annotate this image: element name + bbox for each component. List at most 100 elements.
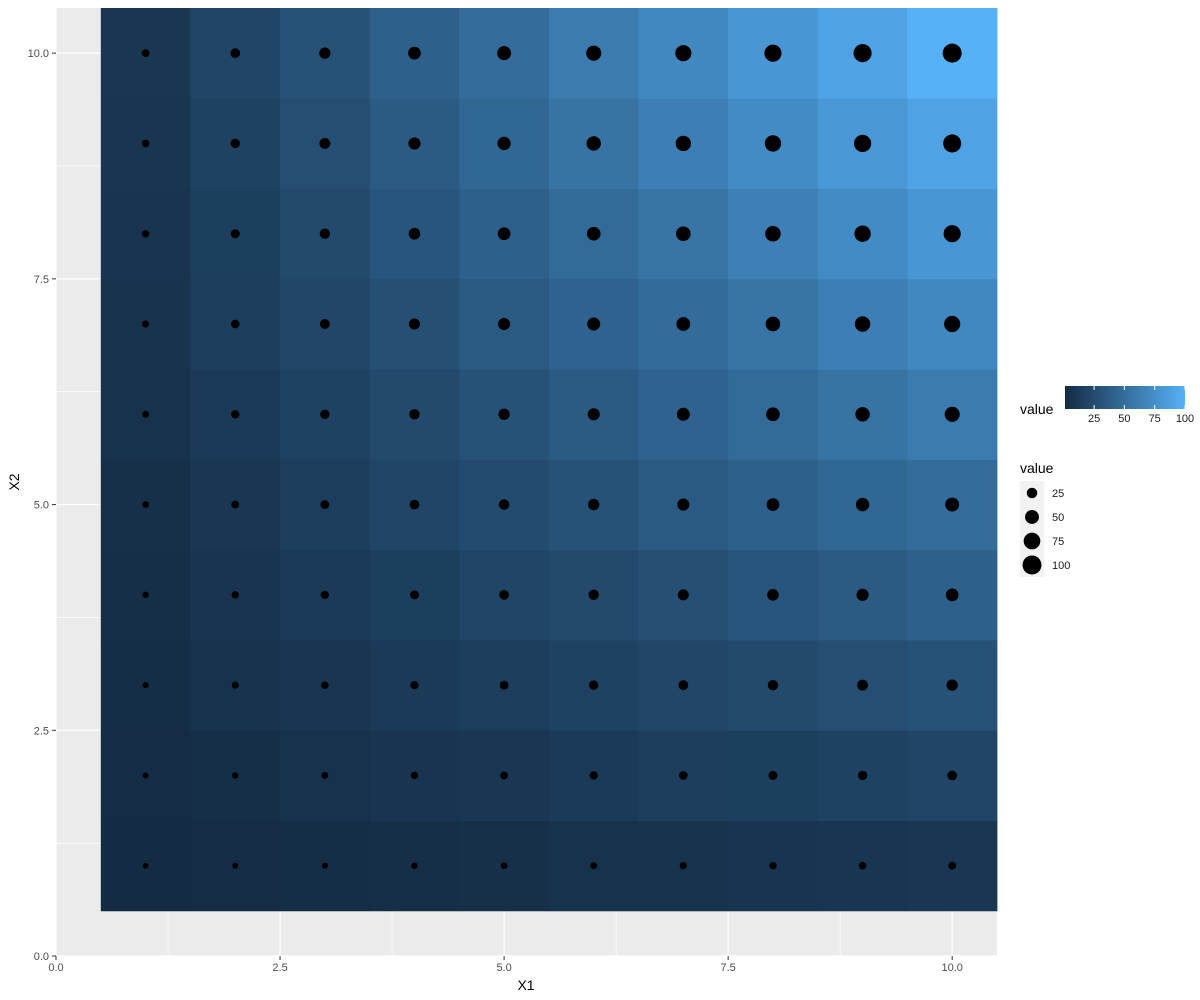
x-tick-label: 5.0 — [496, 962, 511, 974]
size-point — [948, 861, 957, 870]
size-point — [319, 137, 331, 149]
size-point — [853, 134, 872, 153]
size-legend-key-point — [1023, 532, 1041, 550]
size-point — [409, 409, 420, 420]
size-point — [142, 862, 149, 869]
size-point — [319, 47, 331, 59]
colorbar-tick-label: 100 — [1176, 413, 1194, 425]
size-point — [767, 589, 779, 601]
y-axis: 0.0 2.5 5.0 7.5 10.0 — [28, 48, 56, 963]
size-point — [230, 319, 240, 329]
y-tick-label: 0.0 — [34, 951, 49, 963]
size-point — [766, 498, 780, 511]
size-point — [142, 591, 149, 599]
size-point — [944, 406, 960, 422]
size-point — [142, 772, 149, 779]
size-legend-key-label: 25 — [1052, 488, 1064, 500]
size-point — [411, 862, 418, 869]
size-point — [230, 48, 241, 59]
size-point — [497, 227, 511, 241]
size-point — [676, 407, 690, 421]
size-point — [675, 45, 692, 62]
size-point — [857, 770, 868, 781]
size-point — [141, 49, 150, 58]
y-tick-label: 2.5 — [34, 725, 49, 737]
size-point — [764, 44, 782, 62]
x-tick-label: 0.0 — [48, 962, 63, 974]
size-point — [945, 588, 959, 602]
size-legend-keys: 25 50 75 100 — [1020, 481, 1070, 577]
size-legend-key-label: 100 — [1052, 560, 1070, 572]
size-point — [320, 590, 329, 599]
size-point — [497, 136, 511, 151]
size-point — [230, 229, 240, 239]
size-point — [498, 317, 511, 331]
size-point — [498, 408, 510, 420]
fill-legend: value 25 50 75 100 — [1020, 386, 1194, 425]
colorbar-tick-label: 75 — [1149, 413, 1161, 425]
size-point — [500, 771, 509, 780]
size-point — [676, 226, 691, 242]
size-legend-key-point — [1025, 510, 1039, 524]
size-point — [408, 137, 421, 150]
fill-legend-title: value — [1020, 401, 1054, 417]
size-point — [679, 862, 687, 870]
size-point — [586, 45, 602, 61]
size-point — [408, 318, 420, 330]
size-legend-key-point — [1022, 555, 1042, 575]
fill-legend-ticks: 25 50 75 100 — [1088, 386, 1194, 425]
size-point — [231, 591, 239, 599]
x-axis: 0.0 2.5 5.0 7.5 10.0 — [48, 956, 963, 974]
size-point — [497, 46, 512, 61]
y-tick-label: 10.0 — [28, 48, 49, 60]
size-point — [588, 498, 600, 511]
size-point — [410, 681, 419, 690]
size-point — [589, 680, 599, 690]
size-point — [942, 43, 962, 63]
size-legend-key-label: 50 — [1052, 512, 1064, 524]
size-point — [677, 589, 689, 601]
size-legend-title: value — [1020, 460, 1054, 476]
size-point — [943, 225, 961, 243]
size-point — [499, 589, 509, 600]
size-point — [769, 862, 777, 870]
x-tick-label: 7.5 — [720, 962, 735, 974]
size-point — [588, 589, 599, 601]
size-point — [142, 410, 150, 418]
size-point — [230, 138, 240, 149]
size-point — [943, 134, 962, 153]
size-point — [319, 228, 331, 239]
size-point — [410, 771, 419, 780]
size-point — [586, 226, 601, 241]
size-point — [142, 320, 150, 328]
size-point — [676, 317, 691, 331]
size-point — [855, 407, 870, 422]
size-point — [858, 861, 867, 870]
size-point — [409, 499, 420, 510]
size-points — [141, 43, 962, 870]
x-tick-label: 2.5 — [272, 962, 287, 974]
size-point — [765, 316, 781, 332]
size-point — [854, 225, 871, 242]
colorbar-tick-label: 50 — [1118, 413, 1130, 425]
size-point — [498, 499, 510, 510]
size-point — [586, 136, 601, 151]
size-point — [946, 679, 958, 691]
size-point — [679, 771, 688, 780]
size-point — [141, 230, 150, 238]
y-tick-label: 5.0 — [34, 500, 49, 512]
size-point — [764, 135, 782, 152]
size-point — [587, 408, 600, 421]
size-point — [231, 681, 239, 689]
size-point — [947, 770, 958, 781]
size-point — [766, 407, 780, 422]
size-point — [500, 862, 508, 870]
size-point — [231, 410, 240, 419]
size-point — [231, 500, 240, 509]
size-point — [675, 135, 692, 152]
size-point — [319, 319, 330, 329]
size-point — [142, 682, 149, 689]
size-point — [320, 500, 330, 509]
size-point — [141, 139, 150, 148]
